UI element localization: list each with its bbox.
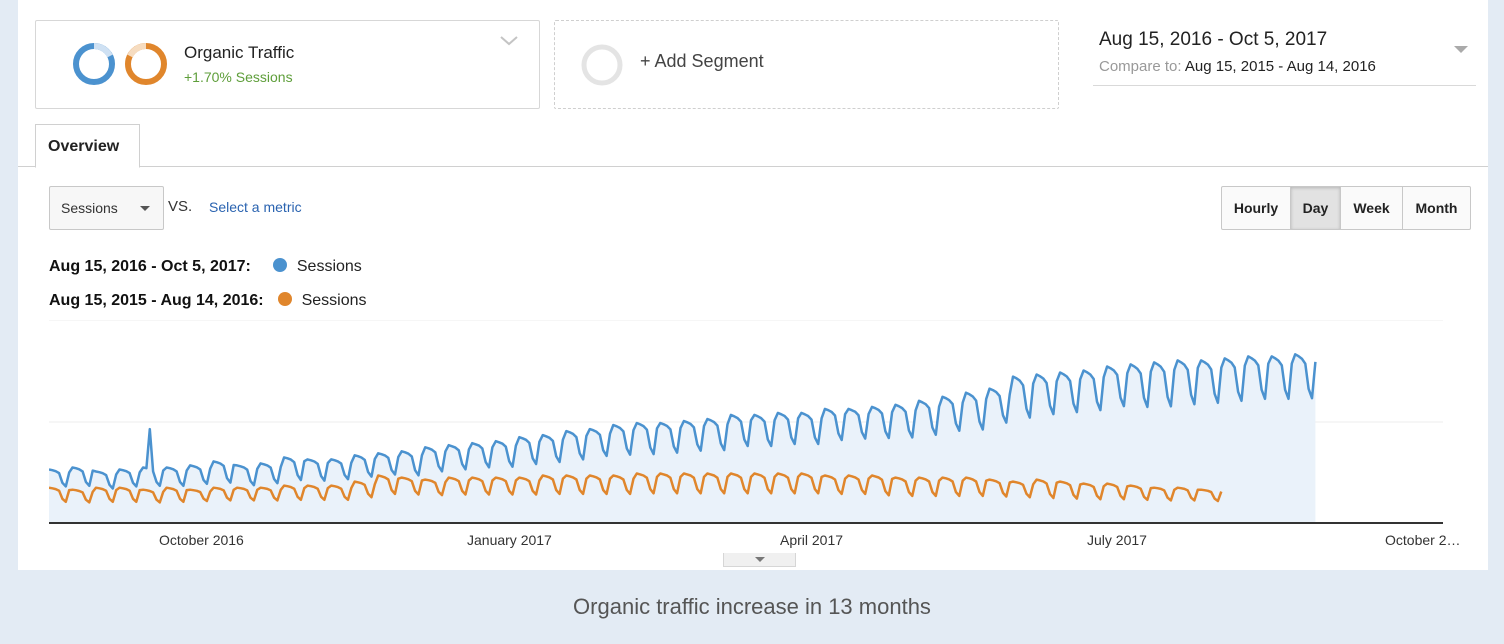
legend-dot-icon	[272, 258, 287, 272]
legend-series-name: Sessions	[296, 258, 362, 275]
segment-organic-traffic[interactable]: Organic Traffic +1.70% Sessions	[35, 20, 540, 109]
legend-current-period: Aug 15, 2016 - Oct 5, 2017: Sessions	[49, 258, 362, 276]
x-tick-label: October 2016	[159, 532, 244, 548]
metric-select-value: Sessions	[61, 200, 118, 216]
caret-down-icon	[755, 557, 765, 562]
granularity-day-button[interactable]: Day	[1290, 186, 1341, 230]
figure-caption: Organic traffic increase in 13 months	[573, 594, 931, 619]
chevron-down-icon[interactable]	[499, 35, 519, 47]
x-tick-label: January 2017	[467, 532, 552, 548]
metric-select[interactable]: Sessions	[49, 186, 164, 230]
compare-ring-icon	[125, 43, 167, 85]
tab-overview[interactable]: Overview	[35, 124, 140, 168]
series-line-compare[interactable]	[49, 472, 1223, 504]
segment-change: +1.70% Sessions	[184, 69, 293, 85]
add-segment-button[interactable]: + Add Segment	[554, 20, 1059, 109]
legend-series-name: Sessions	[301, 292, 367, 309]
caret-down-icon	[140, 206, 150, 211]
sessions-line-chart[interactable]	[49, 320, 1443, 525]
date-range-compare: Compare to: Aug 15, 2015 - Aug 14, 2016	[1099, 58, 1376, 75]
x-tick-label: October 2…	[1385, 532, 1461, 548]
granularity-hourly-button[interactable]: Hourly	[1221, 186, 1291, 230]
granularity-month-button[interactable]: Month	[1402, 186, 1471, 230]
series-line-current[interactable]	[49, 353, 1317, 490]
tab-divider	[18, 166, 1488, 167]
caret-down-icon[interactable]	[1454, 46, 1468, 53]
segment-ring-icon	[73, 43, 115, 85]
date-range-main: Aug 15, 2016 - Oct 5, 2017	[1099, 29, 1328, 50]
add-segment-label: + Add Segment	[640, 51, 764, 71]
legend-dot-icon	[277, 292, 292, 306]
legend-range: Aug 15, 2015 - Aug 14, 2016:	[49, 292, 264, 309]
chart-expand-handle[interactable]	[723, 553, 796, 567]
date-range-picker[interactable]: Aug 15, 2016 - Oct 5, 2017 Compare to: A…	[1093, 26, 1476, 86]
empty-segment-ring-icon	[581, 44, 623, 86]
vs-label: VS.	[168, 198, 193, 215]
compare-label: Compare to:	[1099, 58, 1182, 75]
legend-compare-period: Aug 15, 2015 - Aug 14, 2016: Sessions	[49, 292, 367, 310]
legend-range: Aug 15, 2016 - Oct 5, 2017:	[49, 258, 251, 275]
select-metric-link[interactable]: Select a metric	[209, 199, 302, 215]
x-tick-label: July 2017	[1087, 532, 1147, 548]
segment-title: Organic Traffic	[184, 43, 295, 62]
x-tick-label: April 2017	[780, 532, 844, 548]
compare-value: Aug 15, 2015 - Aug 14, 2016	[1184, 58, 1376, 75]
granularity-week-button[interactable]: Week	[1340, 186, 1403, 230]
